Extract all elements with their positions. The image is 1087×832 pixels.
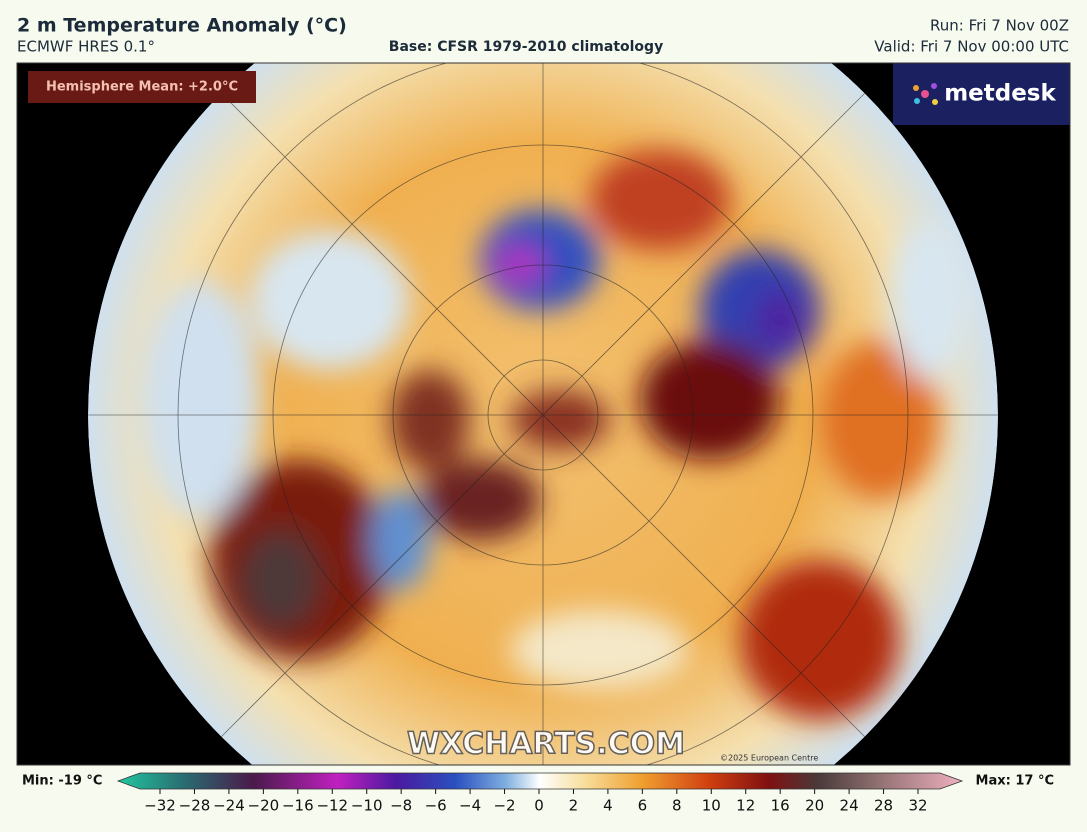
colorbar-max: Max: 17 °C — [976, 774, 1054, 789]
colorbar-tick-label: −4 — [459, 797, 481, 815]
colorbar-tick-label: −24 — [213, 797, 245, 815]
model: ECMWF HRES 0.1° — [17, 38, 155, 56]
colorbar-tick-label: 12 — [736, 797, 755, 815]
colorbar-tick-label: 16 — [771, 797, 790, 815]
run: Run: Fri 7 Nov 00Z — [930, 17, 1069, 35]
hemisphere-mean: Hemisphere Mean: +2.0°C — [46, 80, 238, 95]
colorbar-tick-label: 24 — [840, 797, 859, 815]
colorbar-tick-label: −20 — [248, 797, 280, 815]
colorbar-tick-label: −32 — [144, 797, 176, 815]
copyright: ©2025 European Centre — [720, 754, 818, 763]
base: Base: CFSR 1979-2010 climatology — [389, 39, 663, 55]
colorbar-tick-label: 0 — [534, 797, 544, 815]
colorbar-tick-label: 2 — [569, 797, 579, 815]
colorbar-tick-label: 4 — [603, 797, 613, 815]
colorbar-min: Min: -19 °C — [22, 774, 102, 789]
colorbar-tick-label: −2 — [493, 797, 515, 815]
colorbar-tick-label: −28 — [179, 797, 211, 815]
colorbar-tick-label: −12 — [316, 797, 348, 815]
colorbar-tick-label: 20 — [805, 797, 824, 815]
colorbar-tick-label: 32 — [908, 797, 927, 815]
watermark: WXCHARTS.COM — [407, 727, 685, 762]
colorbar-tick-label: 6 — [638, 797, 648, 815]
colorbar-tick-label: −6 — [425, 797, 447, 815]
colorbar-tick-label: −8 — [390, 797, 412, 815]
logo-icon — [913, 83, 938, 105]
title: 2 m Temperature Anomaly (°C) — [17, 15, 347, 37]
colorbar-tick-label: 10 — [702, 797, 721, 815]
valid: Valid: Fri 7 Nov 00:00 UTC — [874, 38, 1069, 56]
colorbar: Min: -19 °C Max: 17 °C −32 −28 −24 −20 −16 −1… — [22, 772, 1054, 815]
map: Hemisphere Mean: +2.0°C metdesk WXCHARTS… — [17, 63, 1070, 765]
colorbar-tick-label: 28 — [874, 797, 893, 815]
header: 2 m Temperature Anomaly (°C) ECMWF HRES … — [17, 15, 1069, 56]
logo: metdesk — [944, 81, 1056, 107]
colorbar-tick-label: −16 — [282, 797, 314, 815]
colorbar-tick-label: −10 — [351, 797, 383, 815]
colorbar-tick-label: 8 — [672, 797, 682, 815]
